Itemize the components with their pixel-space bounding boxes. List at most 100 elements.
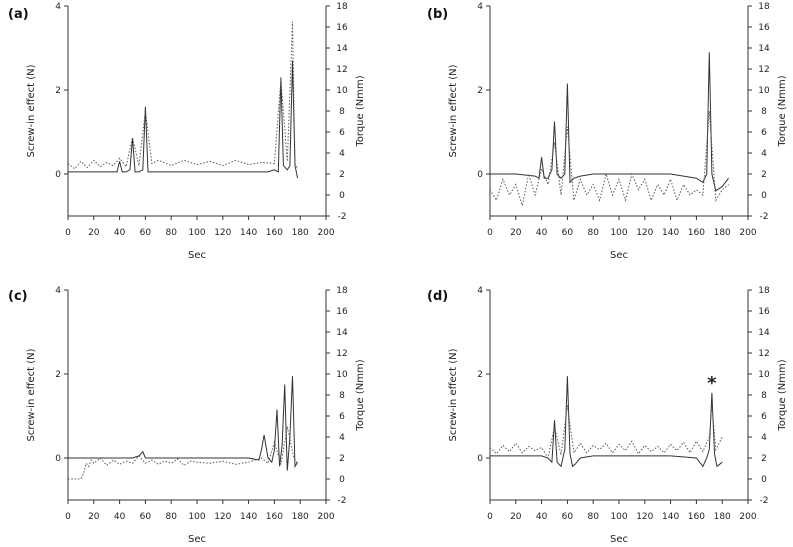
x-tick-label: 100 xyxy=(610,512,627,522)
y2-tick-label: 4 xyxy=(761,433,767,443)
y2-tick-label: 16 xyxy=(336,23,348,33)
y2-tick-label: 14 xyxy=(758,328,770,338)
panel-label: (c) xyxy=(8,289,28,304)
y-tick-label: 4 xyxy=(55,286,61,296)
y2-tick-label: 18 xyxy=(758,2,770,12)
y2-tick-label: 8 xyxy=(339,391,345,401)
y2-axis-label: Torque (Nmm) xyxy=(777,75,788,147)
x-tick-label: 120 xyxy=(214,512,231,522)
chart-panel-4: (d) 0 20 40 60 80 100 120 140 160 180 200 0 2 4 -2 0 2 4 6 8… xyxy=(427,286,788,545)
x-tick-label: 120 xyxy=(214,228,231,238)
x-axis-label: Sec xyxy=(188,250,206,261)
x-tick-label: 140 xyxy=(662,228,679,238)
x-tick-label: 140 xyxy=(240,228,257,238)
y2-tick-label: 2 xyxy=(339,454,345,464)
y2-tick-label: 10 xyxy=(758,86,770,96)
y2-axis-label: Torque (Nmm) xyxy=(355,359,366,431)
x-tick-label: 20 xyxy=(88,512,100,522)
y2-tick-label: 18 xyxy=(336,2,348,12)
y2-tick-label: 0 xyxy=(339,191,345,201)
y-axis-label: Screw-in effect (N) xyxy=(26,348,37,441)
y2-tick-label: 12 xyxy=(758,349,769,359)
panel-label: (a) xyxy=(8,7,29,22)
y-tick-label: 0 xyxy=(55,454,61,464)
y-axis-label: Screw-in effect (N) xyxy=(448,348,459,441)
x-tick-label: 0 xyxy=(65,228,71,238)
x-tick-label: 0 xyxy=(65,512,71,522)
y2-tick-label: 16 xyxy=(336,307,348,317)
y2-tick-label: -2 xyxy=(338,212,347,222)
asterisk-marker: * xyxy=(707,373,717,394)
x-tick-label: 180 xyxy=(292,512,309,522)
x-tick-label: 0 xyxy=(487,512,493,522)
y-tick-label: 4 xyxy=(477,2,483,12)
y2-tick-label: 10 xyxy=(336,86,348,96)
y2-tick-label: 6 xyxy=(339,412,345,422)
y2-tick-label: 10 xyxy=(336,370,348,380)
y2-tick-label: 6 xyxy=(761,128,767,138)
x-tick-label: 200 xyxy=(317,512,334,522)
y2-tick-label: 14 xyxy=(336,44,348,54)
y2-tick-label: 0 xyxy=(761,475,767,485)
y2-tick-label: 2 xyxy=(761,454,767,464)
x-tick-label: 160 xyxy=(688,228,705,238)
y2-tick-label: 8 xyxy=(761,391,767,401)
y-tick-label: 2 xyxy=(477,370,483,380)
y2-tick-label: 0 xyxy=(339,475,345,485)
chart-panel-1: (a) 0 20 40 60 80 100 120 140 160 180 200 0 2 4 -2 0 2 4 6 8… xyxy=(8,2,366,261)
screw-in-series-line xyxy=(490,376,723,468)
x-tick-label: 20 xyxy=(88,228,100,238)
y2-tick-label: 16 xyxy=(758,23,770,33)
y2-tick-label: 0 xyxy=(761,191,767,201)
y2-tick-label: 2 xyxy=(761,170,767,180)
x-tick-label: 40 xyxy=(536,512,548,522)
y-tick-label: 2 xyxy=(55,86,61,96)
y-axis-label: Screw-in effect (N) xyxy=(26,64,37,157)
y2-tick-label: 8 xyxy=(761,107,767,117)
x-tick-label: 120 xyxy=(636,228,653,238)
x-tick-label: 160 xyxy=(266,512,283,522)
y2-axis-label: Torque (Nmm) xyxy=(355,75,366,147)
screw-in-series-line xyxy=(68,60,299,179)
x-axis-label: Sec xyxy=(188,534,206,545)
y2-tick-label: 16 xyxy=(758,307,770,317)
y2-tick-label: 2 xyxy=(339,170,345,180)
y2-tick-label: 6 xyxy=(761,412,767,422)
y2-tick-label: 4 xyxy=(761,149,767,159)
y-tick-label: 2 xyxy=(477,86,483,96)
x-tick-label: 20 xyxy=(510,512,522,522)
x-tick-label: 100 xyxy=(188,228,205,238)
y-tick-label: 0 xyxy=(477,170,483,180)
chart-panel-3: (c) 0 20 40 60 80 100 120 140 160 180 200 0 2 4 -2 0 2 4 6 8… xyxy=(8,286,366,545)
torque-series-line xyxy=(68,426,299,480)
y2-tick-label: 6 xyxy=(339,128,345,138)
screw-in-series-line xyxy=(490,52,729,192)
x-tick-label: 100 xyxy=(610,228,627,238)
y2-tick-label: 12 xyxy=(336,65,347,75)
y-tick-label: 2 xyxy=(55,370,61,380)
x-tick-label: 0 xyxy=(487,228,493,238)
x-tick-label: 80 xyxy=(587,512,599,522)
y2-tick-label: -2 xyxy=(760,496,769,506)
y2-tick-label: 8 xyxy=(339,107,345,117)
x-tick-label: 60 xyxy=(140,228,152,238)
x-tick-label: 80 xyxy=(587,228,599,238)
x-axis-label: Sec xyxy=(610,534,628,545)
x-tick-label: 100 xyxy=(188,512,205,522)
y-tick-label: 4 xyxy=(477,286,483,296)
y2-tick-label: 14 xyxy=(758,44,770,54)
x-tick-label: 20 xyxy=(510,228,522,238)
x-tick-label: 200 xyxy=(317,228,334,238)
x-tick-label: 60 xyxy=(562,512,574,522)
y-tick-label: 0 xyxy=(55,170,61,180)
panel-label: (d) xyxy=(427,289,448,304)
x-tick-label: 40 xyxy=(536,228,548,238)
y2-tick-label: 4 xyxy=(339,149,345,159)
panel-label: (b) xyxy=(427,7,448,22)
y2-tick-label: 4 xyxy=(339,433,345,443)
x-tick-label: 140 xyxy=(662,512,679,522)
chart-panel-2: (b) 0 20 40 60 80 100 120 140 160 180 200 0 2 4 -2 0 2 4 6 8… xyxy=(427,2,788,261)
y2-tick-label: 18 xyxy=(336,286,348,296)
x-tick-label: 80 xyxy=(165,228,177,238)
